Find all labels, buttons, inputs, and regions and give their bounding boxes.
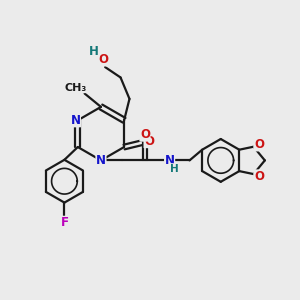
Text: O: O [144, 135, 154, 148]
Text: O: O [99, 53, 109, 66]
Text: O: O [254, 138, 264, 151]
Text: O: O [140, 128, 150, 141]
Text: O: O [254, 170, 264, 183]
Text: F: F [60, 216, 68, 229]
Text: H: H [170, 164, 179, 174]
Text: H: H [89, 45, 99, 58]
Text: N: N [165, 154, 175, 167]
Text: N: N [96, 154, 106, 167]
Text: CH₃: CH₃ [64, 82, 87, 93]
Text: N: N [70, 114, 80, 127]
